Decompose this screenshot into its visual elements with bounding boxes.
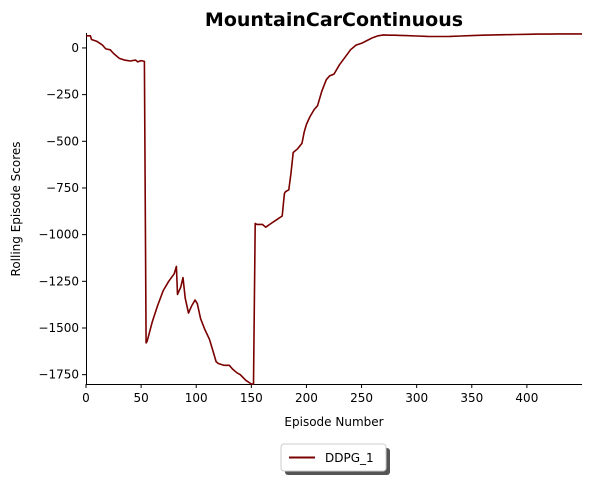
y-tick-label: −750	[46, 181, 79, 195]
x-tick-label: 400	[515, 391, 538, 405]
legend: DDPG_1	[280, 443, 390, 475]
y-tick-label: −250	[46, 88, 79, 102]
x-tick-label: 200	[295, 391, 318, 405]
x-tick-label: 100	[185, 391, 208, 405]
y-axis-label: Rolling Episode Scores	[9, 142, 23, 277]
y-tick-label: 0	[71, 41, 79, 55]
series-layer	[86, 33, 582, 385]
x-tick-label: 350	[460, 391, 483, 405]
y-tick-label: −1750	[38, 368, 79, 382]
x-tick-label: 150	[240, 391, 263, 405]
legend-box	[280, 443, 387, 472]
x-axis-ticks: 0 50 100 150 200 250 300 350 400	[82, 384, 538, 405]
y-tick-label: −1000	[38, 228, 79, 242]
x-axis-label: Episode Number	[284, 415, 383, 429]
y-tick-label: −500	[46, 134, 79, 148]
chart-title: MountainCarContinuous	[205, 9, 463, 31]
x-tick-label: 50	[133, 391, 148, 405]
legend-label: DDPG_1	[325, 451, 374, 465]
y-axis-ticks: 0 −250 −500 −750 −1000 −1250 −1500 −1750	[38, 41, 86, 382]
x-tick-label: 300	[405, 391, 428, 405]
x-tick-label: 0	[82, 391, 90, 405]
series-line-ddpg-1	[86, 33, 582, 385]
y-tick-label: −1500	[38, 321, 79, 335]
y-tick-label: −1250	[38, 274, 79, 288]
x-tick-label: 250	[350, 391, 373, 405]
